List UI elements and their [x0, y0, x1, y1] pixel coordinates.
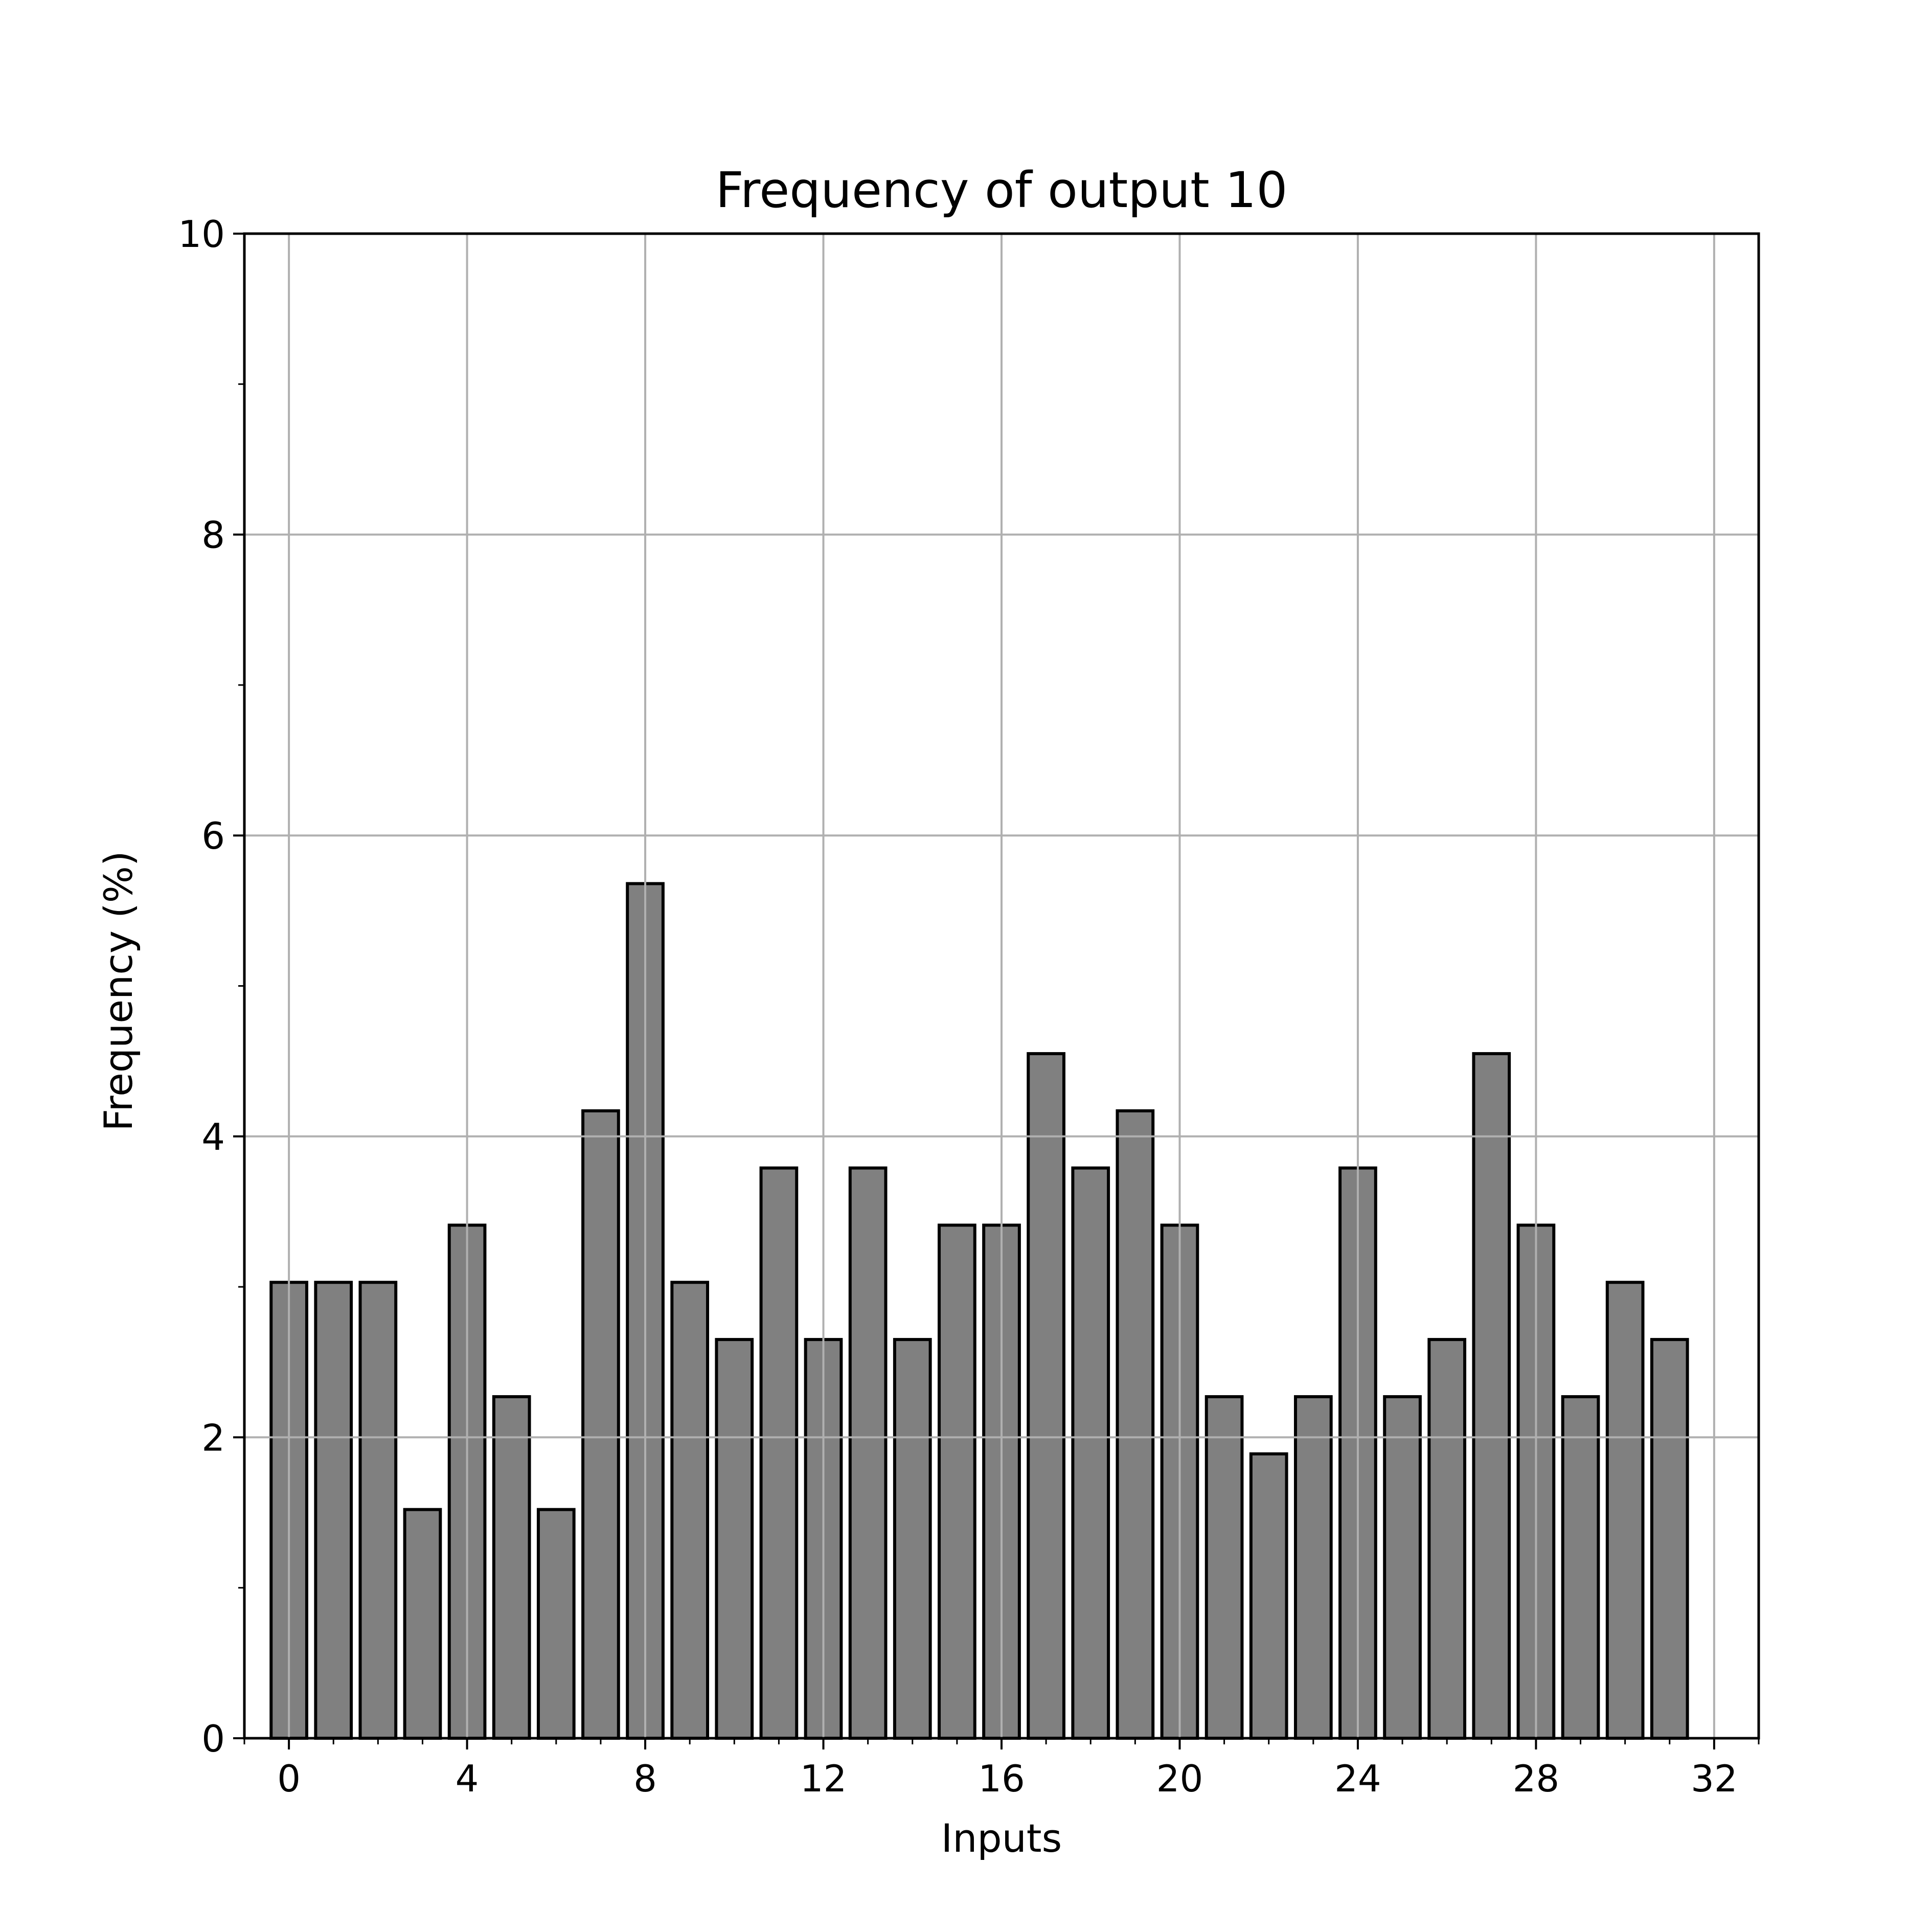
- bar: [759, 1166, 799, 1740]
- bar: [536, 1508, 576, 1740]
- x-tick-label: 24: [1334, 1757, 1381, 1800]
- y-tick-label: 2: [201, 1416, 225, 1459]
- x-tick-label: 12: [800, 1757, 847, 1800]
- chart-title: Frequency of output 10: [716, 162, 1288, 219]
- bar: [893, 1338, 932, 1740]
- bar: [1293, 1395, 1333, 1740]
- x-tick-label: 8: [633, 1757, 657, 1800]
- x-tick-label: 20: [1156, 1757, 1203, 1800]
- bar: [581, 1109, 620, 1740]
- bar: [1427, 1338, 1467, 1740]
- bar: [1116, 1109, 1155, 1740]
- bar: [1204, 1395, 1244, 1740]
- y-tick-label: 6: [201, 814, 225, 857]
- x-tick-label: 0: [277, 1757, 301, 1800]
- bar: [1027, 1052, 1065, 1740]
- x-tick-label: 32: [1691, 1757, 1738, 1800]
- bar: [314, 1281, 353, 1740]
- bar: [1071, 1166, 1110, 1740]
- bar: [670, 1281, 710, 1740]
- bar: [1561, 1395, 1600, 1740]
- bar: [938, 1223, 976, 1740]
- bar: [1472, 1052, 1511, 1740]
- bar: [492, 1395, 531, 1740]
- bar: [358, 1281, 398, 1740]
- bar: [1605, 1281, 1645, 1740]
- bar: [1383, 1395, 1422, 1740]
- bar: [848, 1166, 888, 1740]
- y-axis-title: Frequency (%): [96, 851, 141, 1131]
- bar: [403, 1508, 442, 1740]
- x-axis-title: Inputs: [941, 1815, 1062, 1861]
- x-tick-label: 16: [978, 1757, 1025, 1800]
- bar: [1650, 1338, 1689, 1740]
- bar: [1249, 1452, 1288, 1740]
- x-tick-label: 4: [456, 1757, 479, 1800]
- y-tick-label: 10: [178, 213, 225, 256]
- bar: [715, 1338, 754, 1740]
- y-tick-label: 8: [201, 514, 225, 557]
- ticks: [233, 233, 1760, 1749]
- y-tick-label: 0: [201, 1717, 225, 1760]
- y-tick-label: 4: [201, 1116, 225, 1158]
- x-tick-label: 28: [1513, 1757, 1560, 1800]
